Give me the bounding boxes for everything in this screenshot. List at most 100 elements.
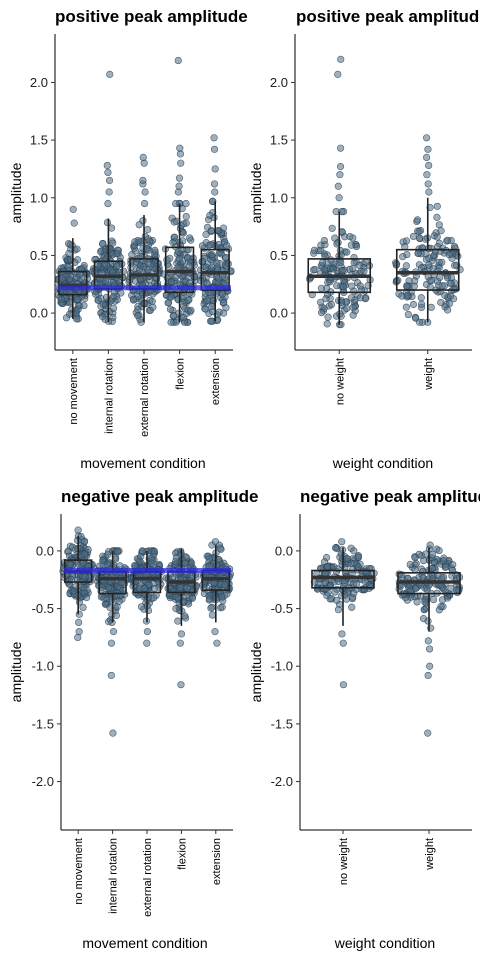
data-point xyxy=(150,547,159,555)
data-point xyxy=(148,559,156,567)
x-tick-label: extension xyxy=(211,838,223,885)
data-point xyxy=(425,261,433,269)
data-point xyxy=(80,550,88,558)
data-point xyxy=(346,233,354,241)
outlier-point xyxy=(211,165,219,173)
data-point xyxy=(406,560,414,569)
outlier-point xyxy=(104,199,112,208)
y-axis-title: amplitude xyxy=(248,162,264,223)
panel-negative-movement: negative peak amplitude amplitude moveme… xyxy=(8,487,258,951)
data-point xyxy=(141,299,149,307)
data-point xyxy=(144,266,152,274)
data-point xyxy=(332,567,341,576)
data-point xyxy=(134,312,142,320)
category-group xyxy=(59,526,97,642)
x-tick-label: weight xyxy=(424,838,436,871)
data-point xyxy=(114,548,122,556)
x-axis-title: weight condition xyxy=(334,935,435,951)
data-point xyxy=(115,597,123,606)
data-point xyxy=(210,579,218,587)
data-point xyxy=(404,310,412,319)
data-point xyxy=(206,211,214,220)
data-point xyxy=(395,570,403,578)
data-point xyxy=(149,303,157,311)
data-point xyxy=(163,256,171,264)
outlier-point xyxy=(139,153,147,162)
data-point xyxy=(113,249,121,257)
data-point xyxy=(198,257,206,266)
data-point xyxy=(203,296,211,305)
data-point xyxy=(362,258,370,267)
x-tick-label: no weight xyxy=(334,358,346,405)
data-point xyxy=(218,290,227,298)
data-point xyxy=(119,267,128,275)
outlier-point xyxy=(211,628,219,636)
data-point xyxy=(170,233,179,241)
outlier-point xyxy=(338,630,346,638)
data-point xyxy=(216,544,224,552)
data-point xyxy=(313,585,322,593)
data-point xyxy=(437,602,445,611)
outlier-point xyxy=(74,633,82,642)
outlier-point xyxy=(75,618,83,627)
data-point xyxy=(188,594,197,602)
data-point xyxy=(151,584,159,592)
data-point xyxy=(435,546,443,555)
data-point xyxy=(100,594,108,602)
data-point xyxy=(208,611,217,619)
data-point xyxy=(417,300,426,308)
box xyxy=(58,270,88,296)
data-point xyxy=(140,584,148,592)
data-point xyxy=(336,553,344,561)
data-point xyxy=(437,298,445,307)
outlier-point xyxy=(339,681,348,689)
outlier-point xyxy=(107,671,115,680)
data-point xyxy=(213,561,221,569)
data-point xyxy=(207,226,215,235)
data-point xyxy=(73,245,81,253)
data-point xyxy=(66,560,74,569)
outlier-point xyxy=(177,159,185,167)
outlier-point xyxy=(143,628,152,636)
data-point xyxy=(100,260,108,268)
data-point xyxy=(415,227,423,236)
data-point xyxy=(176,584,184,592)
data-point xyxy=(215,308,223,316)
data-point xyxy=(394,276,402,284)
data-point xyxy=(137,603,146,611)
data-point xyxy=(317,298,325,306)
data-point xyxy=(84,545,92,554)
data-point xyxy=(182,199,190,208)
data-point xyxy=(65,310,74,318)
y-tick-label: 0.0 xyxy=(36,543,54,558)
data-point xyxy=(337,258,345,267)
data-point xyxy=(343,554,351,563)
data-point xyxy=(222,253,230,261)
data-point xyxy=(222,304,230,312)
panel-title: positive peak amplitude xyxy=(296,7,480,26)
data-point xyxy=(415,550,423,558)
data-point xyxy=(101,277,110,285)
box xyxy=(395,248,460,291)
outlier-point xyxy=(425,188,433,196)
data-point xyxy=(413,216,422,224)
data-point xyxy=(174,296,183,304)
data-point xyxy=(403,291,411,300)
data-point xyxy=(354,563,362,571)
data-point xyxy=(57,295,65,303)
outlier-point xyxy=(426,541,434,549)
y-tick-label: 1.5 xyxy=(270,133,288,148)
y-axis-title: amplitude xyxy=(248,641,264,702)
data-point xyxy=(207,241,215,249)
data-point xyxy=(139,290,147,298)
data-point xyxy=(184,296,192,305)
data-points xyxy=(306,55,374,329)
data-point xyxy=(205,554,214,562)
panel-title: positive peak amplitude xyxy=(55,7,248,26)
panel-negative-weight: negative peak amplitude amplitude weight… xyxy=(248,487,480,951)
outlier-point xyxy=(425,161,433,170)
data-point xyxy=(207,604,215,612)
data-point xyxy=(166,305,175,313)
data-point xyxy=(171,557,180,566)
x-tick-label: flexion xyxy=(176,838,188,870)
